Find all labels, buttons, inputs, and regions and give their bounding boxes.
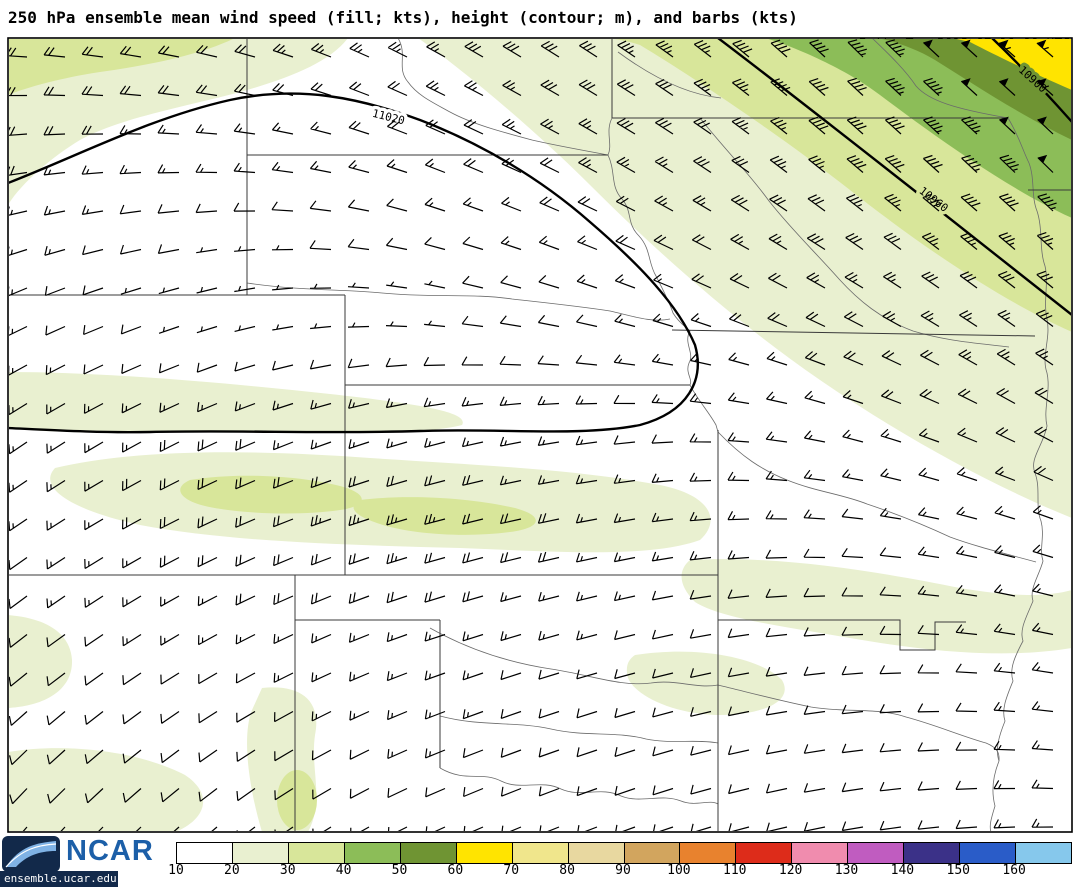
colorbar-tick-label: 10 — [168, 863, 184, 878]
colorbar-segment — [177, 843, 233, 863]
colorbar-tick-label: 150 — [946, 863, 970, 878]
colorbar-segment — [680, 843, 737, 863]
colorbar-tick-label: 30 — [279, 863, 296, 878]
colorbar-segment — [344, 843, 401, 863]
colorbar-tick-label: 40 — [335, 863, 352, 878]
colorbar-segment — [904, 843, 961, 863]
colorbar-tick-label: 60 — [447, 863, 464, 878]
colorbar-ticks: 10 20 30 40 50 60 70 80 90 100 110 120 130 140 150 160 — [168, 863, 1076, 880]
height-contour-10900 — [991, 39, 1071, 123]
ncar-logo-swoosh-icon — [2, 836, 60, 872]
colorbar-segment — [288, 843, 345, 863]
colorbar-segment — [232, 843, 289, 863]
colorbar-segment — [1016, 843, 1071, 863]
colorbar-tick-label: 50 — [391, 863, 408, 878]
colorbar-segment — [568, 843, 625, 863]
ncar-logo — [2, 836, 60, 872]
rivers-layer — [246, 39, 1049, 831]
colorbar-tick-label: 20 — [224, 863, 240, 878]
colorbar-tick-label: 130 — [834, 863, 859, 878]
colorbar-segment — [792, 843, 849, 863]
colorbar-segment — [400, 843, 457, 863]
colorbar-tick-label: 160 — [1002, 863, 1026, 878]
colorbar-tick-label: 80 — [559, 863, 575, 878]
colorbar-tick-label: 70 — [503, 863, 520, 878]
speed-fill-layer — [9, 39, 1071, 831]
colorbar-tick-label: 100 — [667, 863, 691, 878]
colorbar-segment — [960, 843, 1017, 863]
colorbar-tick-label: 90 — [615, 863, 631, 878]
contour-label-11020: 11020 — [371, 107, 406, 128]
colorbar-tick-label: 110 — [723, 863, 747, 878]
colorbar-segment — [624, 843, 681, 863]
ncar-logo-text: NCAR — [66, 835, 154, 867]
colorbar-segment — [512, 843, 569, 863]
height-contour-11020 — [9, 92, 699, 434]
wind-barb-pennants — [923, 39, 1048, 164]
wind-barbs-layer — [9, 39, 1057, 831]
colorbar-tick-label: 120 — [778, 863, 803, 878]
colorbar — [176, 842, 1072, 864]
wind-barb-staffs — [9, 39, 1057, 831]
page-title: 250 hPa ensemble mean wind speed (fill; … — [8, 8, 798, 27]
state-borders-layer — [9, 39, 1071, 831]
colorbar-segment — [456, 843, 513, 863]
colorbar-tick-label: 140 — [890, 863, 915, 878]
colorbar-segment — [736, 843, 793, 863]
map-frame — [7, 37, 1073, 833]
site-url: ensemble.ucar.edu — [0, 871, 118, 887]
colorbar-segment — [848, 843, 905, 863]
